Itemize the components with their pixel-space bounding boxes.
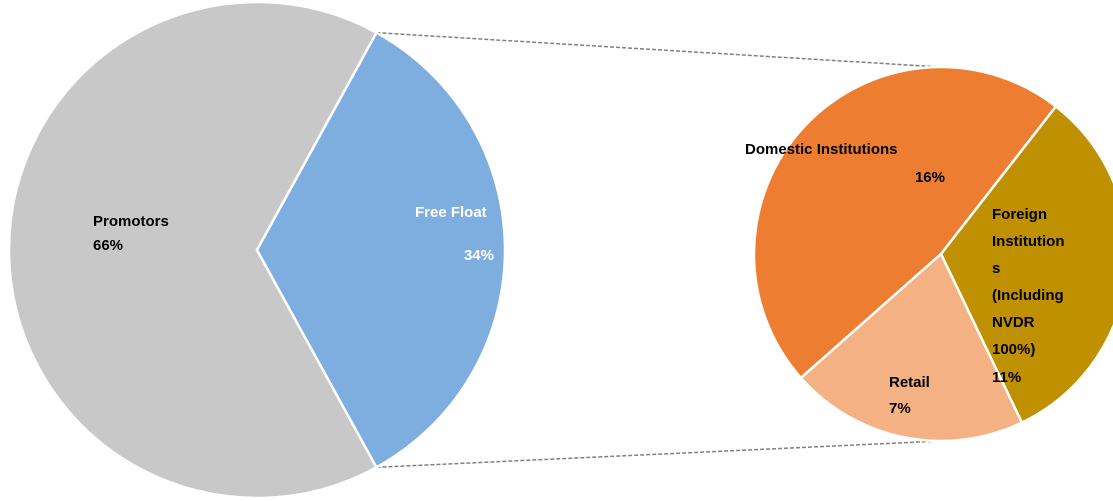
- pie-slice: [752, 65, 1058, 380]
- pie-slice: [7, 0, 379, 500]
- slice-label: Foreign Institution s (Including NVDR 100%): [992, 206, 1064, 358]
- slice-value-label: 66%: [93, 237, 123, 254]
- slice-value-label: 7%: [889, 400, 911, 417]
- slice-value-label: 16%: [915, 169, 945, 186]
- connector-line: [376, 31, 942, 68]
- slice-label: Free Float: [415, 204, 487, 221]
- slice-label: Retail: [889, 374, 930, 391]
- pie-slice: [255, 30, 507, 470]
- connector-line: [376, 440, 942, 469]
- pie-slice: [799, 251, 1024, 443]
- slice-label: Promotors: [93, 213, 169, 230]
- slice-value-label: 34%: [464, 247, 494, 264]
- slice-label: Domestic Institutions: [745, 141, 898, 158]
- slice-value-label: 11%: [992, 369, 1021, 386]
